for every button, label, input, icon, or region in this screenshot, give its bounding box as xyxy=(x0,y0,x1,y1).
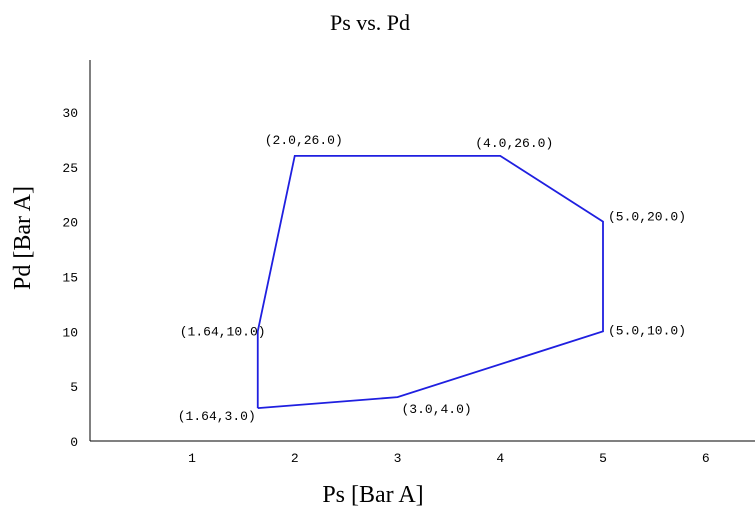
x-tick-labels: 1 2 3 4 5 6 xyxy=(188,451,710,466)
y-tick-label: 15 xyxy=(62,271,78,286)
x-tick-label: 4 xyxy=(496,451,504,466)
y-tick-label: 20 xyxy=(62,216,78,231)
point-label: (4.0,26.0) xyxy=(475,136,553,151)
x-tick-label: 2 xyxy=(291,451,299,466)
point-label: (2.0,26.0) xyxy=(265,133,343,148)
point-label: (1.64,10.0) xyxy=(180,324,266,339)
point-label-group: (1.64,3.0) (3.0,4.0) (5.0,10.0) (5.0,20.0) (… xyxy=(178,133,686,424)
y-axis-label: Pd [Bar A] xyxy=(10,186,36,290)
x-tick-label: 1 xyxy=(188,451,196,466)
y-tick-label: 0 xyxy=(70,435,78,450)
series-group xyxy=(256,154,604,409)
x-tick-label: 3 xyxy=(394,451,402,466)
series-line xyxy=(256,154,604,409)
y-tick-label: 25 xyxy=(62,161,78,176)
y-tick-labels: 0 5 10 15 20 25 30 xyxy=(62,106,78,450)
point-label: (5.0,20.0) xyxy=(608,210,686,225)
x-axis-label: Ps [Bar A] xyxy=(322,482,423,508)
y-tick-label: 10 xyxy=(62,325,78,340)
point-label: (5.0,10.0) xyxy=(608,323,686,338)
chart-title: Ps vs. Pd xyxy=(330,10,410,35)
axes xyxy=(89,60,755,442)
y-tick-label: 30 xyxy=(62,106,78,121)
x-tick-label: 6 xyxy=(702,451,710,466)
y-tick-label: 5 xyxy=(70,380,78,395)
point-label: (1.64,3.0) xyxy=(178,409,256,424)
point-label: (3.0,4.0) xyxy=(402,402,472,417)
x-tick-label: 5 xyxy=(599,451,607,466)
